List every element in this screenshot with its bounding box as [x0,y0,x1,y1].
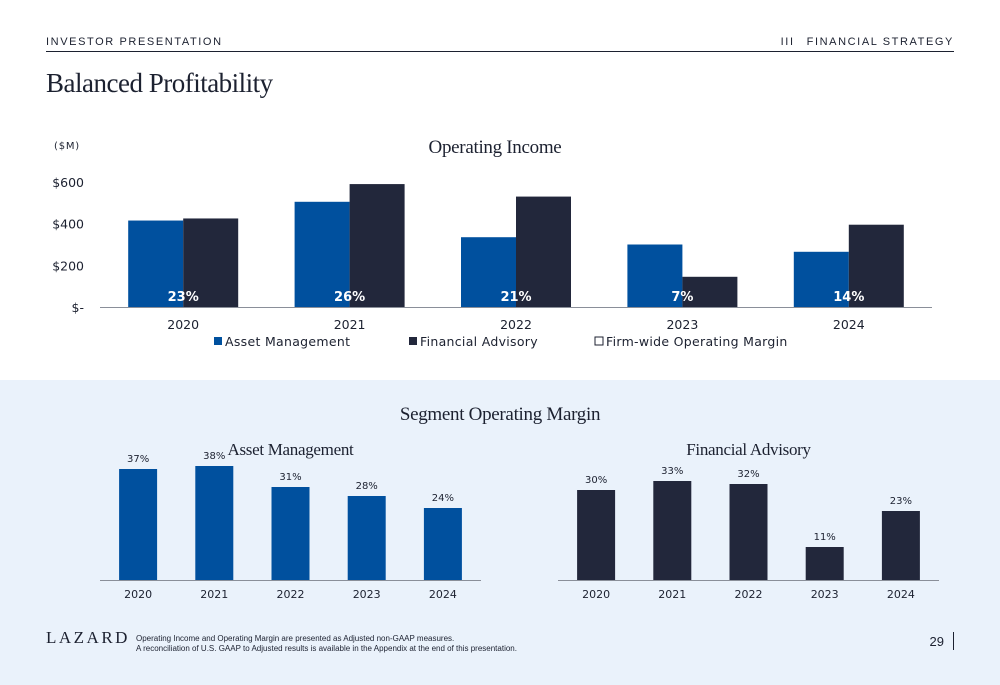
y-tick-label: $400 [52,217,84,232]
asset-management-margin-bar [119,469,158,580]
financial-advisory-margin-bar [881,511,920,580]
legend-firm-margin-label: Firm-wide Operating Margin [606,334,788,349]
x-tick-label: 2024 [833,317,865,332]
financial-advisory-bar [682,276,738,307]
asset-management-margin-label: 31% [279,472,301,483]
asset-management-margin-bar [347,496,386,580]
financial-advisory-margin-label: 30% [585,475,607,486]
page-number: 29 [929,634,944,649]
financial-advisory-margin-label: 32% [737,469,759,480]
asset-management-x-tick-label: 2024 [429,588,457,601]
asset-management-x-tick-label: 2022 [277,588,305,601]
financial-advisory-margin-bar [653,481,692,580]
page-title: Balanced Profitability [46,68,273,98]
financial-advisory-bar [183,218,239,307]
asset-management-margin-label: 38% [203,451,225,462]
x-tick-label: 2023 [666,317,698,332]
presentation-label: INVESTOR PRESENTATION [46,36,223,48]
financial-advisory-x-tick-label: 2024 [887,588,915,601]
financial-advisory-margin-bar [577,490,616,580]
footnote-line-1: Operating Income and Operating Margin ar… [136,634,455,643]
financial-advisory-x-tick-label: 2021 [658,588,686,601]
x-tick-label: 2022 [500,317,532,332]
legend-asset-management-label: Asset Management [225,334,350,349]
legend-financial-advisory-label: Financial Advisory [420,334,538,349]
section-title: FINANCIAL STRATEGY [806,36,954,48]
company-logo: LAZARD [46,628,130,647]
asset-management-margin-label: 37% [127,454,149,465]
financial-advisory-margin-label: 11% [814,532,836,543]
asset-management-x-tick-label: 2023 [353,588,381,601]
footnote-line-2: A reconciliation of U.S. GAAP to Adjuste… [136,644,517,653]
financial-advisory-bar [516,196,571,307]
asset-management-bar [461,237,516,307]
legend-asset-management-swatch [214,337,222,345]
asset-management-chart-title: Asset Management [228,440,355,459]
asset-management-bar [128,220,184,307]
asset-management-margin-bar [195,466,234,580]
header-divider [46,51,954,52]
asset-management-bar [627,244,683,307]
asset-management-margin-label: 28% [356,481,378,492]
asset-management-x-tick-label: 2021 [200,588,228,601]
financial-advisory-margin-label: 33% [661,466,683,477]
y-tick-label: $- [72,300,84,315]
financial-advisory-margin-bar [729,484,768,580]
main-chart-unit-label: ($M) [54,141,80,152]
segment-margin-panel [0,380,1000,685]
firm-margin-label: 14% [833,290,864,305]
asset-management-margin-label: 24% [432,493,454,504]
segment-margin-title: Segment Operating Margin [400,404,601,425]
section-label: III FINANCIAL STRATEGY [781,36,954,48]
section-number: III [780,36,795,48]
financial-advisory-chart-title: Financial Advisory [686,440,811,459]
financial-advisory-x-tick-label: 2020 [582,588,610,601]
legend-firm-margin-swatch [594,336,604,346]
y-tick-label: $600 [52,175,84,190]
page-number-divider [953,632,954,650]
y-tick-label: $200 [52,258,84,273]
financial-advisory-x-tick-label: 2023 [811,588,839,601]
firm-margin-label: 23% [168,290,199,305]
financial-advisory-bar [349,184,405,307]
asset-management-margin-bar [271,487,310,580]
financial-advisory-bar [848,224,904,307]
asset-management-bar [294,201,350,307]
asset-management-margin-bar [423,508,462,580]
x-tick-label: 2020 [167,317,199,332]
financial-advisory-margin-label: 23% [890,496,912,507]
x-tick-label: 2021 [334,317,366,332]
firm-margin-label: 21% [500,290,531,305]
asset-management-x-tick-label: 2020 [124,588,152,601]
footnote: Operating Income and Operating Margin ar… [136,634,517,654]
financial-advisory-x-tick-label: 2022 [735,588,763,601]
legend-financial-advisory-swatch [409,337,417,345]
financial-advisory-margin-bar [805,547,844,580]
firm-margin-label: 26% [334,290,365,305]
asset-management-bar [793,251,849,307]
main-chart-title: Operating Income [429,137,562,158]
firm-margin-label: 7% [671,290,693,305]
